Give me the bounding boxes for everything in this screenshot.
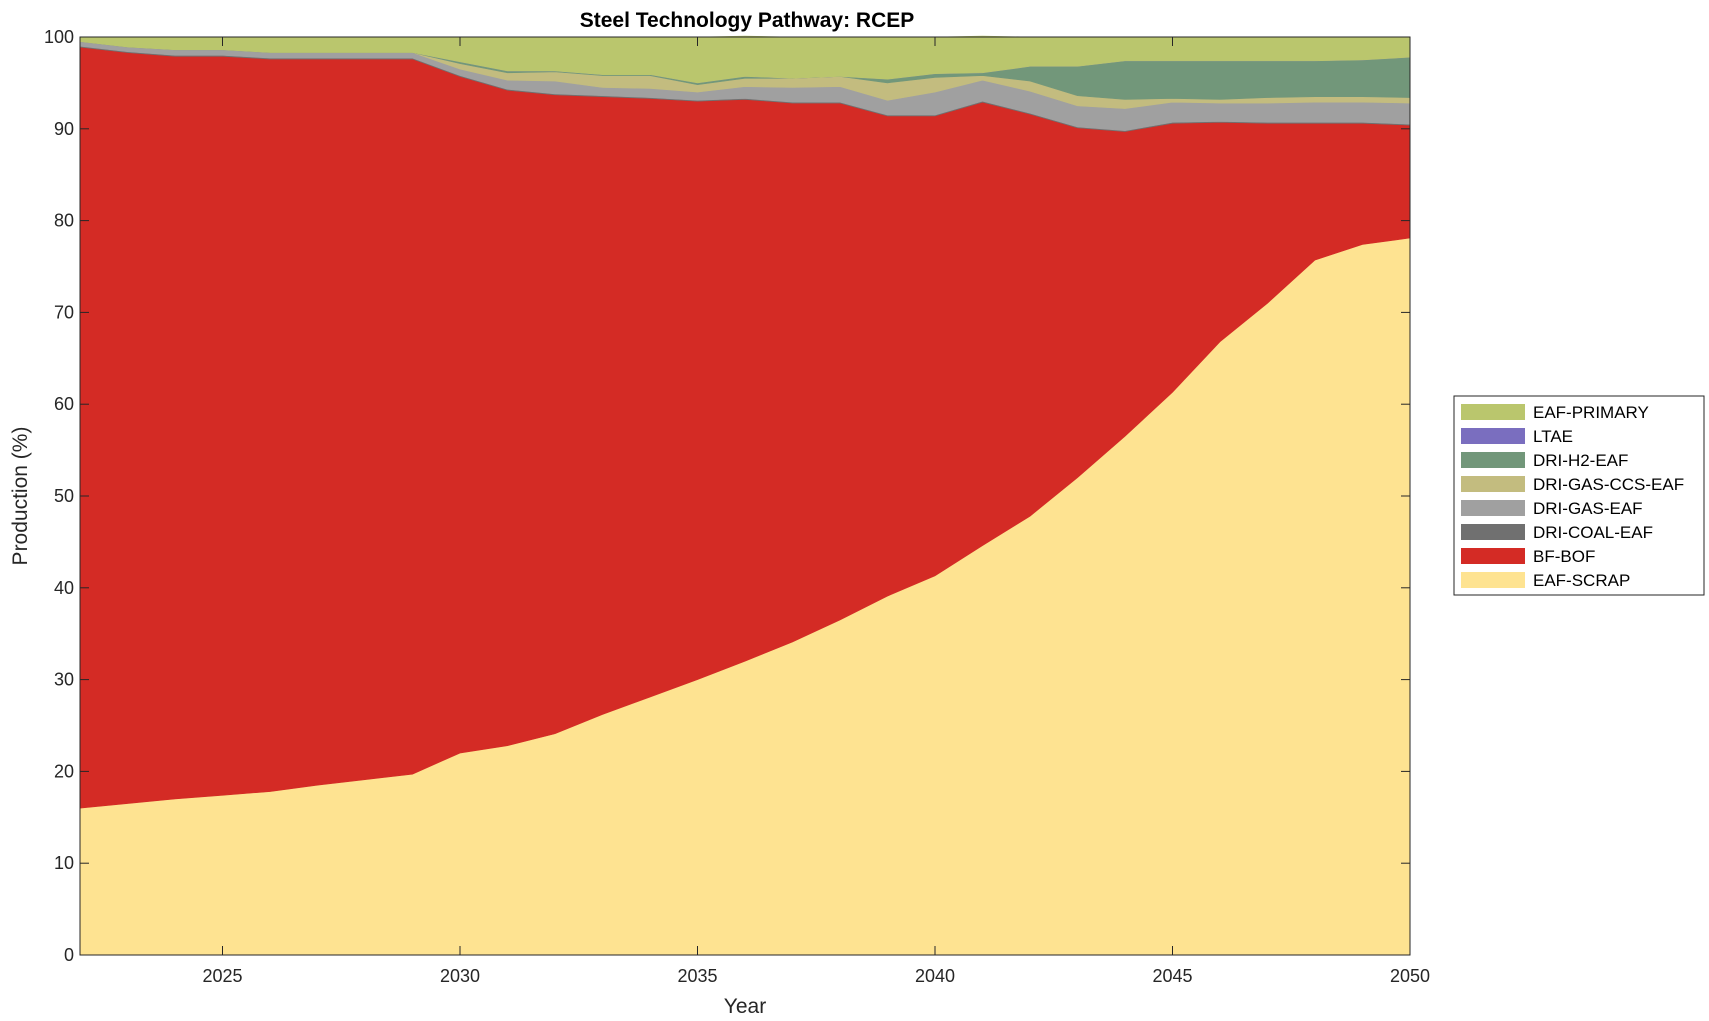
x-tick-label: 2050: [1390, 966, 1430, 986]
y-tick-label: 10: [54, 853, 74, 873]
x-tick-label: 2030: [440, 966, 480, 986]
x-axis-title: Year: [724, 995, 766, 1018]
legend-label-dri-h2-eaf: DRI-H2-EAF: [1533, 451, 1628, 470]
x-tick-label: 2035: [677, 966, 717, 986]
legend-swatch-ltae: [1461, 428, 1525, 444]
y-tick-label: 20: [54, 761, 74, 781]
legend-swatch-dri-h2-eaf: [1461, 452, 1525, 468]
legend-label-dri-gas-eaf: DRI-GAS-EAF: [1533, 499, 1643, 518]
legend-label-ltae: LTAE: [1533, 427, 1573, 446]
y-tick-label: 30: [54, 670, 74, 690]
y-tick-label: 100: [44, 27, 74, 47]
legend-swatch-dri-gas-ccs-eaf: [1461, 476, 1525, 492]
legend-swatch-eaf-scrap: [1461, 572, 1525, 588]
y-tick-label: 50: [54, 486, 74, 506]
y-tick-label: 80: [54, 211, 74, 231]
legend-label-dri-gas-ccs-eaf: DRI-GAS-CCS-EAF: [1533, 475, 1684, 494]
legend-label-bf-bof: BF-BOF: [1533, 547, 1595, 566]
legend-swatch-bf-bof: [1461, 548, 1525, 564]
legend-swatch-dri-coal-eaf: [1461, 524, 1525, 540]
axes-layer: 2025 2030 2035 2040 2045 20500102030405060708…: [44, 27, 1430, 986]
x-tick-label: 2025: [202, 966, 242, 986]
legend-label-eaf-scrap: EAF-SCRAP: [1533, 571, 1630, 590]
legend-swatch-eaf-primary: [1461, 404, 1525, 420]
y-axis-title: Production (%): [9, 427, 32, 566]
area-layer: [79, 35, 1411, 956]
legend-label-dri-coal-eaf: DRI-COAL-EAF: [1533, 523, 1653, 542]
y-tick-label: 0: [64, 945, 74, 965]
legend-label-eaf-primary: EAF-PRIMARY: [1533, 403, 1649, 422]
legend: EAF-PRIMARY LTAE DRI-H2-EAF DRI-GAS-CCS-EAF…: [1453, 395, 1705, 596]
chart-title: Steel Technology Pathway: RCEP: [580, 9, 915, 32]
x-tick-label: 2045: [1152, 966, 1192, 986]
y-tick-label: 60: [54, 394, 74, 414]
y-tick-label: 90: [54, 119, 74, 139]
y-tick-label: 70: [54, 302, 74, 322]
y-tick-label: 40: [54, 578, 74, 598]
x-tick-label: 2040: [915, 966, 955, 986]
legend-swatch-dri-gas-eaf: [1461, 500, 1525, 516]
